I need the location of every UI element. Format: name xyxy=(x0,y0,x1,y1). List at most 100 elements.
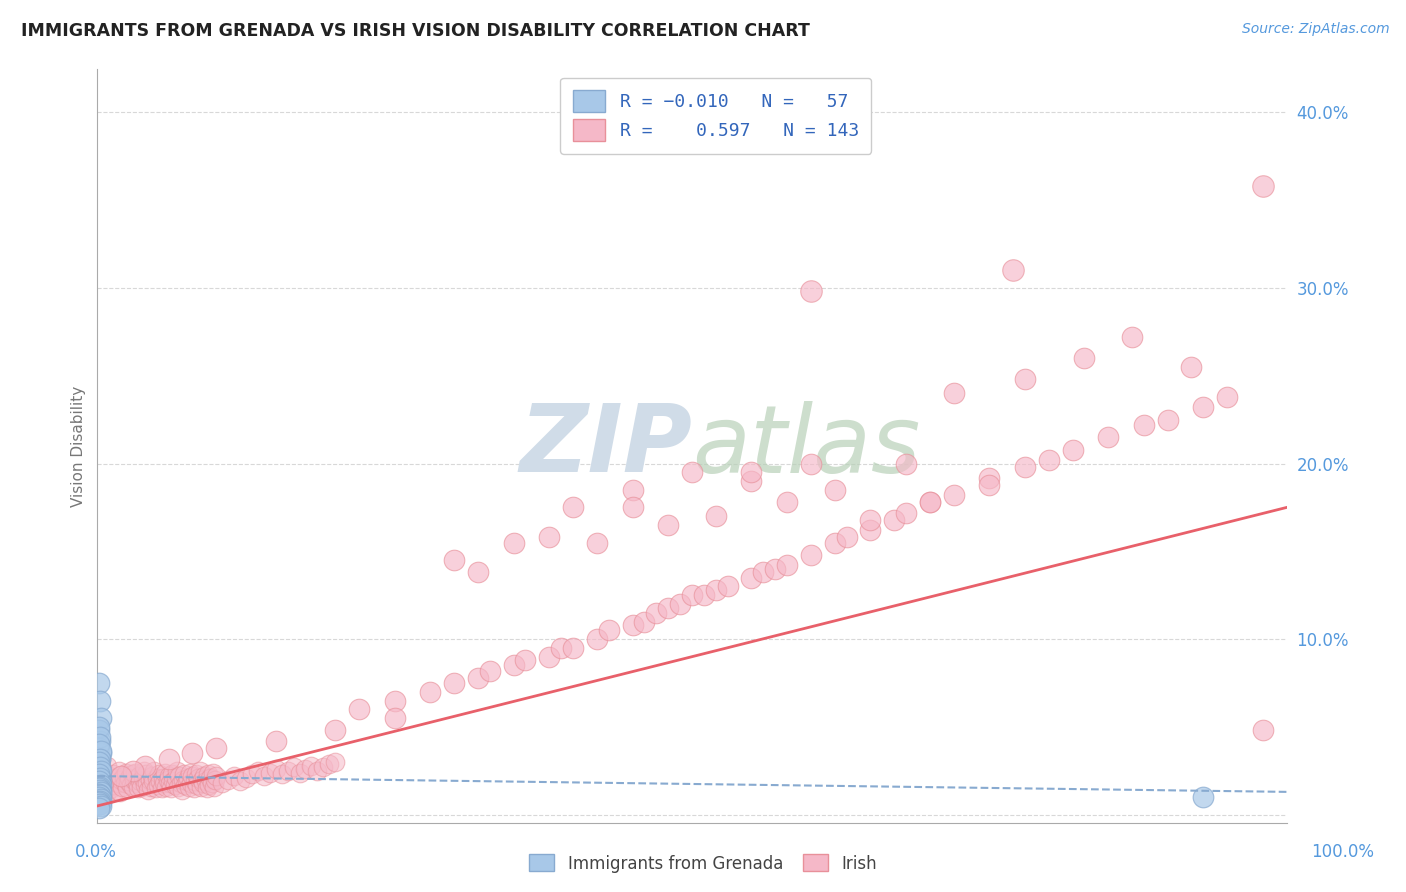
Point xyxy=(122,764,145,778)
Point xyxy=(163,778,186,792)
Point xyxy=(169,769,191,783)
Point xyxy=(693,588,716,602)
Point xyxy=(146,771,169,785)
Point xyxy=(87,776,110,790)
Point xyxy=(121,767,143,781)
Point xyxy=(1073,351,1095,366)
Point xyxy=(621,500,644,515)
Point xyxy=(87,800,110,814)
Point xyxy=(194,774,217,789)
Point xyxy=(979,470,1001,484)
Point xyxy=(246,764,269,778)
Point xyxy=(177,780,200,794)
Point xyxy=(264,734,287,748)
Point xyxy=(87,720,110,734)
Point xyxy=(200,776,222,790)
Point xyxy=(162,767,184,781)
Point xyxy=(89,751,111,765)
Legend: R = −0.010   N =   57, R =    0.597   N = 143: R = −0.010 N = 57, R = 0.597 N = 143 xyxy=(560,78,872,154)
Point xyxy=(108,785,131,799)
Point xyxy=(89,760,111,774)
Point xyxy=(657,600,679,615)
Point xyxy=(205,769,228,783)
Point xyxy=(89,764,111,778)
Point xyxy=(645,606,668,620)
Point xyxy=(184,767,207,781)
Point xyxy=(90,789,112,803)
Point xyxy=(152,771,174,785)
Point xyxy=(145,781,167,796)
Point xyxy=(190,780,212,794)
Point xyxy=(1251,179,1274,194)
Point xyxy=(384,693,406,707)
Point xyxy=(515,653,537,667)
Point xyxy=(135,767,157,781)
Point xyxy=(197,767,219,781)
Point xyxy=(478,664,501,678)
Point xyxy=(894,506,917,520)
Point xyxy=(170,783,193,797)
Point xyxy=(89,781,111,796)
Point xyxy=(467,566,489,580)
Point xyxy=(800,457,823,471)
Point xyxy=(87,792,110,806)
Point xyxy=(155,780,177,794)
Point xyxy=(89,790,111,805)
Point xyxy=(124,765,146,780)
Point xyxy=(172,772,194,787)
Point xyxy=(129,774,152,789)
Point xyxy=(105,783,128,797)
Point xyxy=(717,579,740,593)
Point xyxy=(229,774,252,789)
Point xyxy=(894,457,917,471)
Point xyxy=(669,597,692,611)
Point xyxy=(467,671,489,685)
Point xyxy=(87,787,110,801)
Point xyxy=(979,477,1001,491)
Point xyxy=(195,781,218,796)
Point xyxy=(89,731,111,745)
Point xyxy=(704,509,727,524)
Point xyxy=(704,582,727,597)
Point xyxy=(87,769,110,783)
Point xyxy=(89,783,111,797)
Point xyxy=(103,778,125,792)
Point xyxy=(115,765,138,780)
Point xyxy=(90,781,112,796)
Point xyxy=(318,756,340,771)
Point xyxy=(148,767,170,781)
Point xyxy=(800,285,823,299)
Point xyxy=(89,734,111,748)
Point xyxy=(288,765,311,780)
Point xyxy=(134,778,156,792)
Point xyxy=(167,780,190,794)
Point xyxy=(187,771,209,785)
Point xyxy=(681,588,703,602)
Point xyxy=(98,769,121,783)
Point xyxy=(159,776,181,790)
Point xyxy=(114,776,136,790)
Point xyxy=(107,776,129,790)
Point xyxy=(193,769,215,783)
Point xyxy=(1156,412,1178,426)
Point xyxy=(740,466,762,480)
Point xyxy=(174,778,197,792)
Text: Source: ZipAtlas.com: Source: ZipAtlas.com xyxy=(1241,22,1389,37)
Point xyxy=(1097,430,1119,444)
Point xyxy=(1192,401,1215,415)
Point xyxy=(110,772,132,787)
Point xyxy=(502,535,524,549)
Point xyxy=(87,723,110,738)
Point xyxy=(127,781,149,796)
Point xyxy=(633,615,655,629)
Point xyxy=(138,772,160,787)
Point xyxy=(443,553,465,567)
Point xyxy=(224,769,246,783)
Point xyxy=(157,769,180,783)
Point xyxy=(1251,723,1274,738)
Point xyxy=(100,774,122,789)
Point xyxy=(141,769,163,783)
Point xyxy=(183,781,205,796)
Point xyxy=(177,771,200,785)
Text: atlas: atlas xyxy=(692,401,920,491)
